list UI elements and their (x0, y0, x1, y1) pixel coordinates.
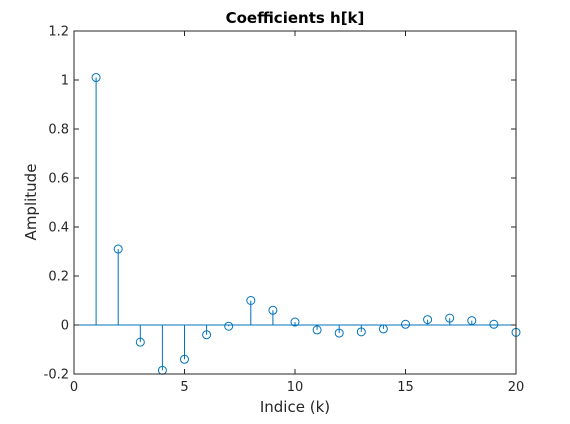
x-tick-label: 20 (508, 380, 525, 395)
x-tick-label: 10 (287, 380, 304, 395)
x-axis-label: Indice (k) (260, 398, 330, 416)
stem-marker-6 (202, 330, 212, 340)
stem-marker-15 (401, 319, 410, 329)
stem-marker-1 (91, 73, 101, 83)
stem-marker-2 (113, 244, 123, 254)
ticks-layer: 0 5 10 15 20-0.200.20.40.60.811.2 (44, 25, 525, 396)
stems-layer (74, 73, 521, 375)
y-tick-label: 1.2 (48, 25, 69, 40)
chart-title: Coefficients h[k] (226, 9, 365, 27)
y-tick-label: -0.2 (44, 368, 69, 383)
stem-marker-13 (356, 327, 366, 337)
stem-marker-18 (467, 316, 477, 326)
x-tick-label: 15 (397, 380, 414, 395)
y-tick-label: 1 (61, 74, 69, 89)
stem-marker-7 (224, 321, 234, 331)
stem-marker-16 (423, 315, 433, 325)
stem-marker-12 (334, 328, 344, 338)
stem-marker-3 (135, 337, 145, 347)
stem-marker-8 (246, 296, 256, 305)
y-tick-label: 0.2 (48, 270, 69, 285)
stem-marker-9 (268, 305, 278, 315)
stem-marker-14 (378, 324, 388, 334)
stem-marker-5 (180, 354, 189, 364)
stem-marker-19 (489, 319, 499, 329)
stem-marker-17 (445, 313, 455, 323)
y-tick-label: 0 (61, 319, 69, 334)
y-axis-label: Amplitude (22, 164, 40, 241)
y-tick-label: 0.8 (48, 123, 69, 138)
stem-marker-11 (312, 325, 322, 335)
x-tick-label: 0 (70, 380, 78, 395)
x-tick-label: 5 (180, 380, 188, 395)
y-tick-label: 0.4 (48, 221, 69, 236)
y-tick-label: 0.6 (48, 172, 69, 187)
stem-marker-10 (290, 317, 300, 327)
